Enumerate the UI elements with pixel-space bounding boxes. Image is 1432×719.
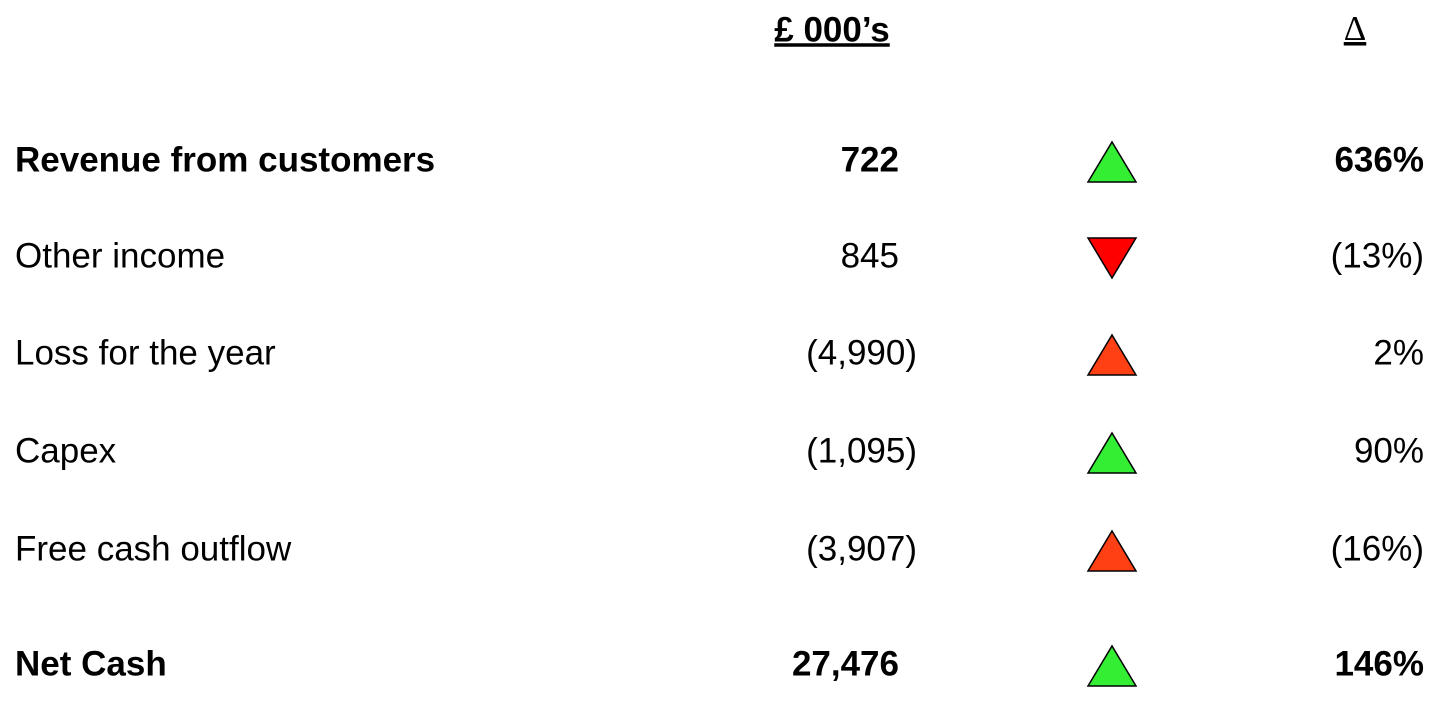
row-label: Net Cash — [15, 644, 167, 683]
row-label: Capex — [15, 431, 117, 470]
row-label: Revenue from customers — [15, 140, 435, 179]
row-label: Loss for the year — [15, 333, 276, 372]
trend-indicator — [1086, 333, 1138, 376]
row-change: (16%) — [1331, 529, 1424, 568]
value-header: £ 000’s — [774, 10, 889, 49]
row-change: 146% — [1334, 644, 1424, 683]
row-change: 636% — [1334, 140, 1424, 179]
row-change: (13%) — [1331, 236, 1424, 275]
row-value: (4,990) — [806, 333, 917, 372]
trend-indicator — [1086, 237, 1138, 280]
row-change: 2% — [1373, 333, 1424, 372]
row-label: Other income — [15, 236, 225, 275]
trend-indicator — [1086, 431, 1138, 474]
row-value: 722 — [841, 140, 899, 179]
row-change: 90% — [1354, 431, 1424, 470]
trend-indicator — [1086, 529, 1138, 572]
row-value: (1,095) — [806, 431, 917, 470]
row-value: 27,476 — [792, 644, 899, 683]
trend-indicator — [1086, 140, 1138, 183]
row-value: 845 — [841, 236, 899, 275]
row-label: Free cash outflow — [15, 529, 292, 568]
trend-indicator — [1086, 644, 1138, 687]
row-value: (3,907) — [806, 529, 917, 568]
change-header: Δ — [1344, 9, 1367, 48]
